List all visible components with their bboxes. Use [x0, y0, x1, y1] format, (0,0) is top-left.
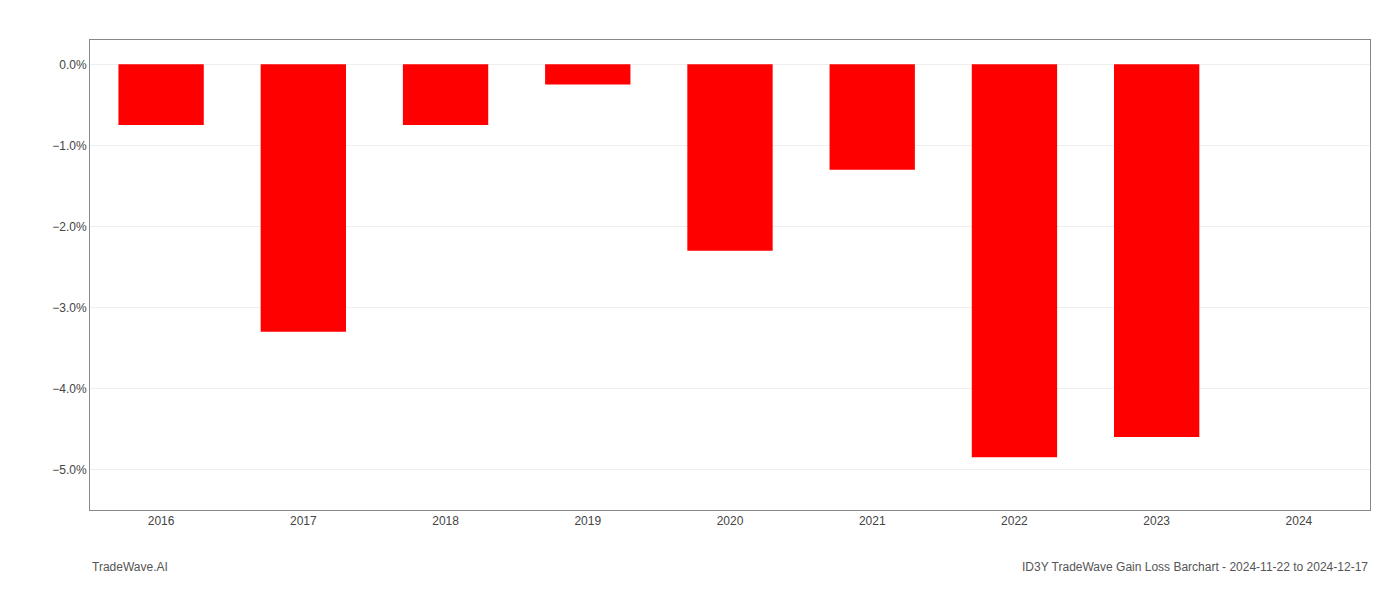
svg-text:2022: 2022	[1001, 514, 1028, 528]
svg-text:2019: 2019	[574, 514, 601, 528]
svg-text:2016: 2016	[148, 514, 175, 528]
svg-text:2020: 2020	[717, 514, 744, 528]
svg-text:−1.0%: −1.0%	[52, 139, 87, 153]
svg-text:−4.0%: −4.0%	[52, 382, 87, 396]
svg-text:−2.0%: −2.0%	[52, 220, 87, 234]
svg-text:0.0%: 0.0%	[59, 58, 87, 72]
svg-text:−3.0%: −3.0%	[52, 301, 87, 315]
svg-text:TradeWave.AI: TradeWave.AI	[92, 560, 168, 574]
svg-text:ID3Y TradeWave Gain Loss Barch: ID3Y TradeWave Gain Loss Barchart - 2024…	[1022, 560, 1368, 574]
svg-text:2024: 2024	[1286, 514, 1313, 528]
svg-text:2018: 2018	[432, 514, 459, 528]
svg-text:2023: 2023	[1143, 514, 1170, 528]
svg-text:2021: 2021	[859, 514, 886, 528]
svg-text:2017: 2017	[290, 514, 317, 528]
svg-text:−5.0%: −5.0%	[52, 463, 87, 477]
